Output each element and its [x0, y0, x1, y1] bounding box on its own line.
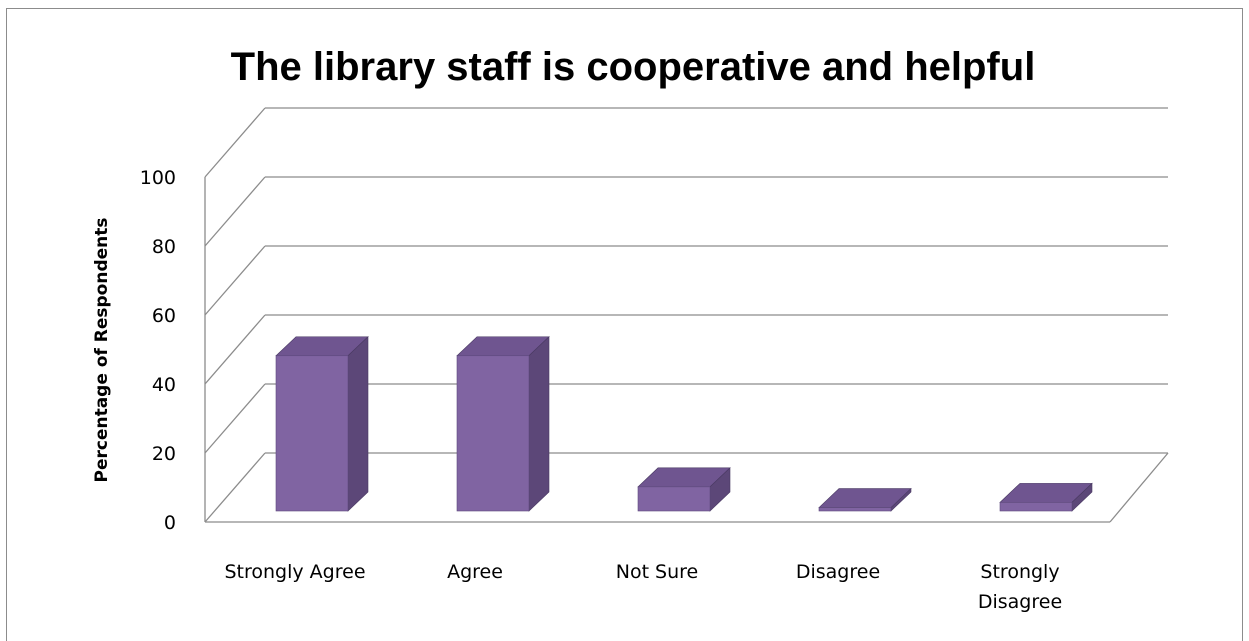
y-tick-label: 20 [152, 443, 176, 465]
category-label-line: Agree [447, 561, 503, 583]
category-label-line: Disagree [978, 591, 1062, 613]
side-gridline [204, 176, 266, 247]
y-tick-label: 40 [152, 374, 176, 396]
category-label: Not Sure [616, 561, 699, 583]
bar-front-face [275, 355, 349, 512]
bar-front-face [818, 507, 892, 512]
bars [275, 336, 1093, 512]
category-label-line: Strongly Agree [224, 561, 365, 583]
category-labels: Strongly Agree Agree Not Sure Disagree Stron… [224, 561, 1062, 613]
side-gridline [204, 314, 266, 385]
bar-front-face [999, 502, 1073, 512]
bar [637, 467, 731, 512]
bar-front-face [456, 355, 530, 512]
chart-title: The library staff is cooperative and hel… [231, 45, 1036, 89]
category-label-line: Disagree [796, 561, 880, 583]
bar-side-face [347, 336, 369, 512]
category-label: Agree [447, 561, 503, 583]
y-tick-labels: 0 20 40 60 80 100 [140, 167, 176, 534]
category-label: Strongly Agree [224, 561, 365, 583]
bar-front-face [637, 486, 711, 512]
y-tick-label: 60 [152, 305, 176, 327]
category-label-line: Strongly [980, 561, 1059, 583]
side-gridline [204, 245, 266, 316]
floor-right-edge [1109, 452, 1169, 523]
chart-frame [6, 8, 1243, 641]
y-axis-label: Percentage of Respondents [92, 217, 112, 482]
side-gridline [204, 452, 266, 523]
y-tick-label: 0 [164, 512, 176, 534]
side-gridline [204, 383, 266, 454]
side-gridline [204, 107, 266, 178]
y-tick-label: 80 [152, 236, 176, 258]
category-label-line: Not Sure [616, 561, 699, 583]
y-tick-label: 100 [140, 167, 176, 189]
bar [456, 336, 550, 512]
bar [999, 482, 1093, 512]
gridlines [204, 107, 1169, 523]
category-label: Disagree [796, 561, 880, 583]
bar [818, 487, 912, 512]
bar [275, 336, 369, 512]
category-label: Strongly Disagree [978, 561, 1062, 613]
bar-side-face [528, 336, 550, 512]
